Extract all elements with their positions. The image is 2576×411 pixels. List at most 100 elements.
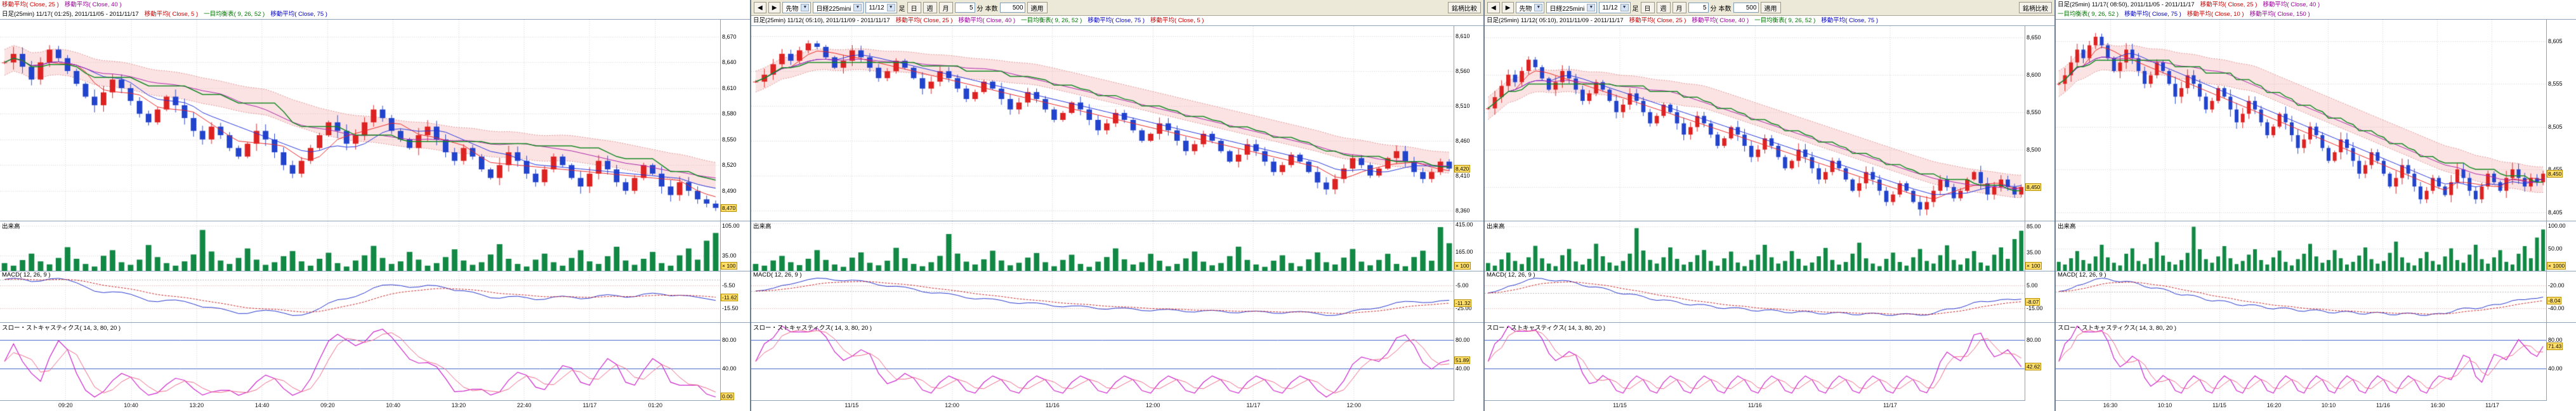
prev-button[interactable]: ◀: [754, 2, 766, 13]
stoch-pane-canvas[interactable]: [751, 323, 1454, 400]
stoch-pane-canvas[interactable]: [1485, 323, 2025, 400]
compare-button[interactable]: 銘柄比較: [1448, 2, 1481, 13]
stoch-pane-axis: 80.00 40.00 51.89: [1454, 323, 1483, 400]
macd-pane-axis: -5.50 -15.50 -11.62: [721, 271, 750, 322]
price-pane-canvas[interactable]: [0, 20, 720, 221]
price-pane-canvas[interactable]: [2056, 20, 2546, 221]
period-day-button[interactable]: 日: [907, 2, 921, 13]
macd-pane-canvas[interactable]: [1485, 271, 2025, 322]
next-button[interactable]: ▶: [1501, 2, 1515, 13]
axis-tick-label: 8,360: [1456, 207, 1470, 214]
axis-tick-label: 8,510: [1456, 103, 1470, 110]
indicator-label: 移動平均( Close, 75 ): [1088, 17, 1145, 24]
chart-toolbar: ◀▶先物▼日経225mini▼11/12▼足日週月分本数適用銘柄比較: [1485, 0, 2054, 16]
time-label: 10:10: [2157, 402, 2172, 408]
market-select[interactable]: 先物 ▼: [1516, 2, 1545, 13]
symbol-select[interactable]: 日経225mini ▼: [813, 2, 864, 13]
last-price-tag: 8,470: [721, 204, 737, 212]
symbol-select[interactable]: 日経225mini ▼: [1546, 2, 1598, 13]
period-month-button[interactable]: 月: [938, 2, 953, 13]
volume-pane-canvas[interactable]: [751, 221, 1454, 271]
minutes-input[interactable]: [1688, 3, 1709, 13]
last-price-tag: 8,420: [1454, 164, 1471, 173]
minutes-input[interactable]: [954, 3, 975, 13]
axis-tick-label: 8,610: [722, 84, 737, 91]
period-month-button[interactable]: 月: [1672, 2, 1686, 13]
date-select[interactable]: 11/12 ▼: [1599, 2, 1631, 13]
price-pane-canvas[interactable]: [1485, 26, 2025, 221]
axis-tick-label: 8,455: [2548, 166, 2563, 173]
axis-tick-label: 8,555: [2548, 81, 2563, 88]
axis-tick-label: 80.00: [2548, 337, 2563, 344]
volume-pane-canvas[interactable]: [2056, 221, 2546, 271]
volume-pane-canvas[interactable]: [0, 221, 720, 271]
indicator-label: 一目均衡表( 9, 26, 52 ): [1754, 17, 1816, 24]
volume-pane-plot-area: 出来高: [0, 221, 721, 271]
market-select-value: 先物: [1519, 5, 1532, 13]
macd-pane-canvas[interactable]: [0, 271, 720, 322]
stoch-pane-canvas[interactable]: [0, 323, 720, 400]
price-pane-plot-area: [751, 26, 1454, 221]
axis-tick-label: 165.00: [1456, 249, 1473, 256]
macd-value-tag: -8.04: [2547, 297, 2562, 305]
macd-pane-title: MACD( 12, 26, 9 ): [2058, 271, 2106, 278]
volume-pane-axis: 105.00 35.00 × 100: [721, 221, 750, 271]
macd-pane-canvas[interactable]: [751, 271, 1454, 322]
time-label: 14:40: [254, 402, 270, 408]
price-pane-plot-area: [2056, 20, 2547, 221]
bars-count-input[interactable]: [999, 3, 1025, 13]
price-pane-plot-area: [0, 20, 721, 221]
axis-tick-label: 8,560: [1456, 68, 1470, 75]
time-label: 22:40: [516, 402, 532, 408]
compare-button[interactable]: 銘柄比較: [2019, 2, 2052, 13]
price-pane-canvas[interactable]: [751, 26, 1454, 221]
bars-count-input[interactable]: [1733, 3, 1759, 13]
stoch-value-tag: 42.62: [2025, 363, 2042, 371]
axis-tick-label: 80.00: [722, 337, 737, 344]
symbol-select-value: 日経225mini: [1549, 5, 1585, 13]
axis-tick-label: -5.00: [1456, 282, 1469, 289]
market-select[interactable]: 先物 ▼: [782, 2, 812, 13]
macd-pane-title: MACD( 12, 26, 9 ): [2, 271, 51, 278]
indicator-header-row: 日足(25min) 11/12( 05:10), 2011/11/09 - 20…: [1485, 16, 2054, 25]
axis-tick-label: 8,640: [722, 59, 737, 66]
axis-tick-label: -15.00: [2027, 304, 2043, 311]
prev-button[interactable]: ◀: [1487, 2, 1500, 13]
period-week-button[interactable]: 週: [923, 2, 937, 13]
volume-unit-tag: × 100: [721, 262, 737, 270]
apply-button[interactable]: 適用: [1760, 2, 1781, 13]
volume-pane: 出来高 85.00 35.00 × 100: [1485, 221, 2054, 271]
time-axis: 11/15 11/16 11/17: [1485, 400, 2025, 411]
date-select[interactable]: 11/12 ▼: [865, 2, 897, 13]
macd-pane-axis: 5.00 -15.00 -8.07: [2025, 271, 2054, 322]
macd-pane-canvas[interactable]: [2056, 271, 2546, 322]
axis-tick-label: 105.00: [722, 222, 740, 229]
volume-pane-canvas[interactable]: [1485, 221, 2025, 271]
price-pane-axis: 8,605 8,555 8,505 8,455 8,405 8,450: [2547, 20, 2576, 221]
macd-value-tag: -11.62: [721, 293, 739, 301]
bars-count-label: 本数: [985, 5, 998, 13]
time-label: 13:20: [451, 402, 466, 408]
time-label: 11/16: [1045, 402, 1060, 408]
time-label: 11/17: [2485, 402, 2499, 408]
apply-button[interactable]: 適用: [1027, 2, 1048, 13]
axis-tick-label: 80.00: [1456, 337, 1470, 344]
chart-panel: 日足(25min) 11/17( 08:50), 2011/11/05 - 20…: [2056, 0, 2576, 411]
period-day-button[interactable]: 日: [1640, 2, 1655, 13]
stoch-pane: スロー・ストキャスティクス( 14, 3, 80, 20 ) 80.00 40.00…: [751, 322, 1483, 400]
next-button[interactable]: ▶: [768, 2, 781, 13]
symbol-select-value: 日経225mini: [816, 5, 851, 13]
stoch-pane-plot-area: スロー・ストキャスティクス( 14, 3, 80, 20 ): [2056, 323, 2547, 400]
bar-type-label: 足: [898, 5, 905, 13]
macd-pane-title: MACD( 12, 26, 9 ): [753, 271, 802, 278]
indicator-label: 移動平均( Close, 10 ): [2186, 11, 2244, 18]
indicator-label: 日足(25min) 11/17( 08:50), 2011/11/05 - 20…: [2058, 1, 2195, 8]
period-week-button[interactable]: 週: [1656, 2, 1671, 13]
volume-pane-plot-area: 出来高: [751, 221, 1454, 271]
stoch-pane-canvas[interactable]: [2056, 323, 2546, 400]
price-pane: 8,670 8,640 8,610 8,580 8,550 8,520 8,490 8,470: [0, 19, 750, 221]
time-label: 13:20: [189, 402, 204, 408]
macd-pane-plot-area: MACD( 12, 26, 9 ): [751, 271, 1454, 322]
